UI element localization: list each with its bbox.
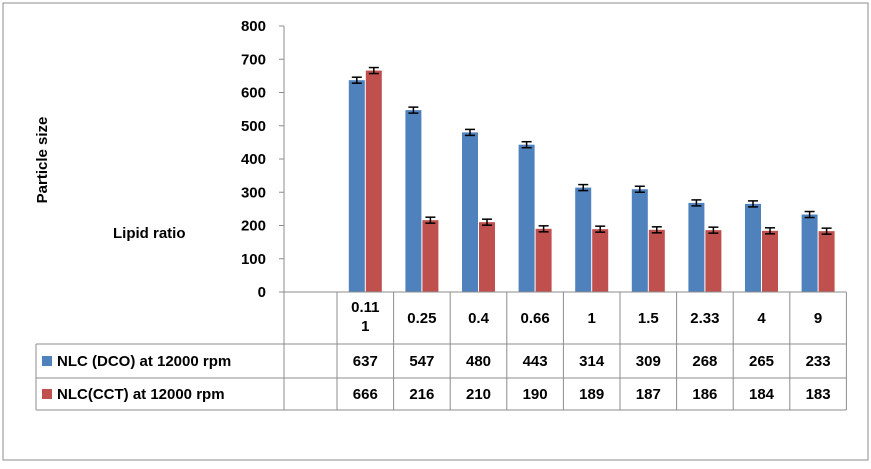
bar (745, 203, 761, 292)
table-value: 187 (636, 386, 661, 403)
bar (631, 189, 648, 292)
bar (405, 110, 422, 292)
bar (592, 229, 609, 292)
legend-swatch (42, 389, 52, 399)
table-value: 547 (409, 353, 434, 370)
bar (688, 202, 705, 292)
table-value: 233 (806, 353, 831, 370)
bar (462, 132, 478, 292)
table-value: 190 (523, 386, 548, 403)
x-tick-label: 0.11 (351, 299, 379, 316)
x-tick-label: 2.33 (690, 310, 719, 327)
bar (479, 222, 495, 292)
legend-swatch (42, 356, 52, 366)
bar (705, 230, 722, 292)
bar (575, 187, 592, 292)
table-value: 189 (579, 386, 604, 403)
table-value: 637 (353, 353, 378, 370)
y-tick-label: 500 (241, 118, 266, 135)
y-axis-label: Particle size (34, 117, 51, 204)
data-table: 0.11 1 0.25 0.4 0.66 1 1.5 2.33 4 9 NLC (DCO) at 1… (35, 291, 847, 411)
legend-label: NLC(CCT) at 12000 rpm (57, 386, 225, 403)
plot-area: 0 100 200 300 400 500 600 700 800 (241, 18, 835, 301)
y-tick-label: 200 (241, 218, 266, 235)
table-value: 443 (523, 353, 548, 370)
bar (762, 230, 778, 292)
x-tick-label: 0.4 (468, 310, 490, 327)
table-value: 184 (749, 386, 775, 403)
table-value: 666 (353, 386, 378, 403)
legend-label: NLC (DCO) at 12000 rpm (57, 353, 231, 370)
x-tick-label: 4 (757, 310, 766, 327)
x-tick-label: 1 (588, 310, 596, 327)
table-value: 265 (749, 353, 774, 370)
table-value: 183 (806, 386, 831, 403)
x-tick-label: 0.66 (520, 310, 549, 327)
y-tick-label: 800 (241, 18, 266, 35)
table-value: 268 (692, 353, 717, 370)
bar (535, 228, 552, 292)
bar (818, 231, 835, 292)
bar (518, 144, 535, 292)
bar (365, 70, 382, 293)
bar (801, 214, 818, 292)
table-value: 210 (466, 386, 491, 403)
bar (348, 80, 365, 292)
table-value: 186 (692, 386, 717, 403)
bar (648, 229, 665, 292)
table-value: 309 (636, 353, 661, 370)
x-tick-label: 9 (814, 310, 822, 327)
table-value: 480 (466, 353, 491, 370)
x-tick-label: 1 (361, 318, 369, 335)
bar (422, 220, 439, 292)
y-tick-label: 600 (241, 85, 266, 102)
x-tick-label: 0.25 (407, 310, 436, 327)
x-axis-label: Lipid ratio (113, 225, 186, 242)
x-tick-label: 1.5 (638, 310, 659, 327)
y-tick-label: 700 (241, 51, 266, 68)
y-tick-label: 400 (241, 151, 266, 168)
y-tick-label: 300 (241, 184, 266, 201)
table-value: 314 (579, 353, 605, 370)
y-tick-label: 100 (241, 251, 266, 268)
table-value: 216 (409, 386, 434, 403)
y-tick-label: 0 (258, 284, 266, 301)
